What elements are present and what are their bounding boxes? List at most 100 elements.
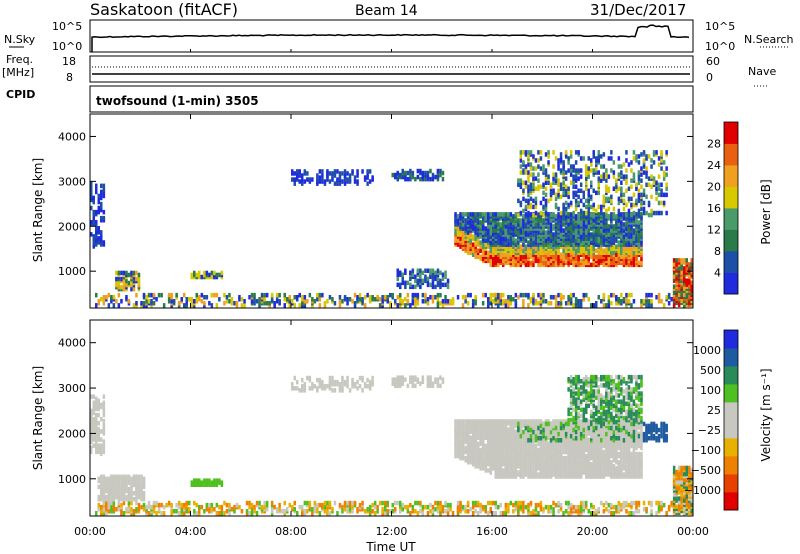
heatmap-cell <box>135 301 138 306</box>
heatmap-cell <box>220 504 224 510</box>
heatmap-cell <box>351 509 354 514</box>
heatmap-cell <box>512 435 515 440</box>
heatmap-cell <box>301 173 304 178</box>
heatmap-cell <box>657 174 661 179</box>
heatmap-cell <box>147 292 151 298</box>
heatmap-cell <box>517 244 520 249</box>
heatmap-cell <box>557 162 560 167</box>
heatmap-cell <box>600 254 603 260</box>
heatmap-cell <box>494 511 497 516</box>
heatmap-cell <box>414 284 417 290</box>
heatmap-cell <box>469 292 472 298</box>
heatmap-cell <box>368 504 372 510</box>
heatmap-cell <box>610 292 613 298</box>
heatmap-cell <box>657 162 661 167</box>
heatmap-cell <box>336 177 339 182</box>
heatmap-cell <box>414 292 417 298</box>
heatmap-cell <box>509 462 513 467</box>
heatmap-cell <box>542 224 545 229</box>
heatmap-cell <box>502 462 505 467</box>
heatmap-cell <box>615 509 618 514</box>
heatmap-cell <box>215 292 219 298</box>
heatmap-cell <box>620 186 623 191</box>
heatmap-cell <box>293 500 296 506</box>
heatmap-cell <box>456 504 460 510</box>
heatmap-cell <box>494 212 497 217</box>
heatmap-cell <box>592 168 595 173</box>
heatmap-cell <box>615 178 618 183</box>
heatmap-cell <box>409 270 412 275</box>
heatmap-cell <box>97 507 100 512</box>
heatmap-cell <box>605 254 608 260</box>
heatmap-cell <box>95 220 98 225</box>
heatmap-cell <box>356 507 359 512</box>
heatmap-cell <box>172 509 176 514</box>
heatmap-cell <box>554 252 558 257</box>
heatmap-cell <box>645 292 648 298</box>
heatmap-cell <box>547 220 550 225</box>
heatmap-cell <box>391 502 394 508</box>
heatmap-cell <box>406 176 410 182</box>
heatmap-cell <box>552 172 555 177</box>
heatmap-cell <box>122 284 126 290</box>
heatmap-cell <box>507 252 510 257</box>
heatmap-cell <box>585 186 588 191</box>
heatmap-cell <box>590 511 593 516</box>
heatmap-cell <box>564 509 568 514</box>
heatmap-cell <box>562 190 565 196</box>
heatmap-cell <box>572 220 575 225</box>
heatmap-cell <box>597 150 600 155</box>
heatmap-cell <box>597 295 600 300</box>
heatmap-cell <box>414 299 417 304</box>
heatmap-cell <box>519 178 523 183</box>
heatmap-cell <box>637 160 641 165</box>
heatmap-cell <box>188 507 191 512</box>
heatmap-cell <box>587 170 590 175</box>
heatmap-cell <box>532 166 535 171</box>
heatmap-cell <box>414 509 417 514</box>
heatmap-cell <box>441 176 445 182</box>
heatmap-cell <box>471 212 475 217</box>
heatmap-cell <box>504 507 508 512</box>
heatmap-cell <box>419 509 422 514</box>
heatmap-cell <box>527 419 530 424</box>
heatmap-cell <box>341 299 344 304</box>
heatmap-cell <box>657 156 661 161</box>
heatmap-cell <box>610 228 613 233</box>
heatmap-cell <box>208 301 211 306</box>
heatmap-cell <box>336 169 339 174</box>
heatmap-cell <box>328 295 332 300</box>
heatmap-cell <box>391 172 394 178</box>
heatmap-cell <box>368 169 372 174</box>
heatmap-cell <box>494 224 497 229</box>
heatmap-cell <box>514 423 518 428</box>
heatmap-cell <box>562 455 565 461</box>
heatmap-cell <box>492 460 495 465</box>
heatmap-cell <box>547 509 550 514</box>
heatmap-cell <box>574 297 578 302</box>
heatmap-cell <box>487 297 490 302</box>
heatmap-cell <box>612 212 616 217</box>
heatmap-cell <box>517 470 520 475</box>
heatmap-cell <box>429 502 432 508</box>
heatmap-cell <box>270 292 274 298</box>
heatmap-cell <box>487 244 490 249</box>
heatmap-cell <box>657 292 661 298</box>
heatmap-cell <box>474 230 477 235</box>
heatmap-cell <box>557 447 560 453</box>
heatmap-cell <box>574 443 578 449</box>
heatmap-cell <box>574 202 578 208</box>
heatmap-cell <box>544 419 548 424</box>
heatmap-cell <box>348 177 352 182</box>
heatmap-cell <box>557 182 560 187</box>
heatmap-cell <box>102 183 106 189</box>
heatmap-cell <box>537 447 540 453</box>
heatmap-cell <box>590 194 593 200</box>
heatmap-cell <box>366 507 369 512</box>
heatmap-cell <box>522 504 525 510</box>
heatmap-cell <box>574 234 578 239</box>
heatmap-cell <box>190 297 193 302</box>
heatmap-cell <box>127 507 131 512</box>
heatmap-cell <box>301 177 304 182</box>
heatmap-cell <box>253 297 256 302</box>
